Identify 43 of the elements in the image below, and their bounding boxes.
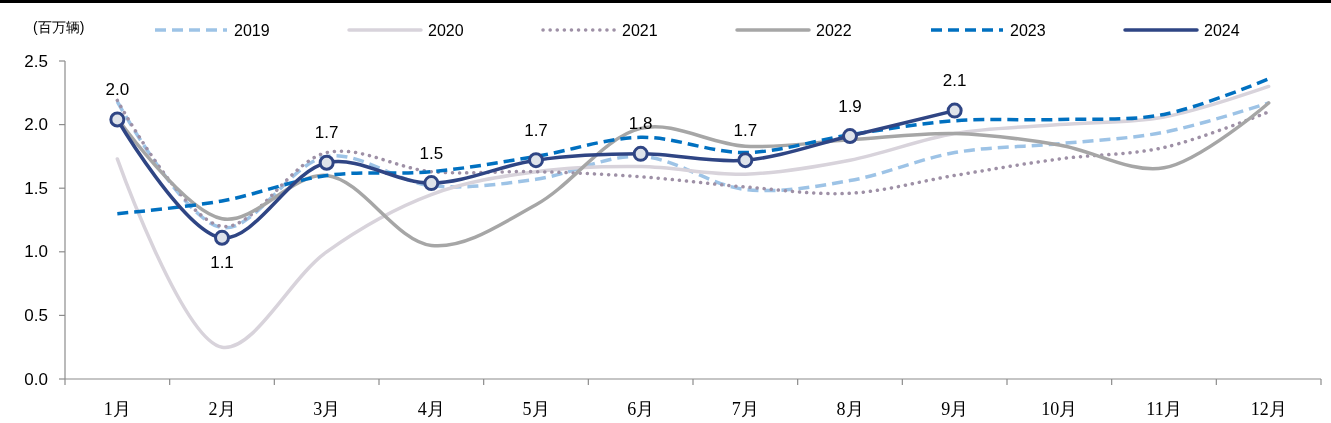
point [214, 229, 230, 246]
legend-label: 2022 [816, 21, 852, 39]
legend-label: 2021 [622, 21, 658, 39]
point [946, 102, 963, 119]
point [109, 111, 126, 128]
data-label: 1.9 [838, 96, 862, 116]
point [842, 128, 858, 145]
point [632, 145, 649, 162]
x-tick-label: 5月 [522, 399, 550, 419]
point [528, 152, 544, 169]
legend-label: 2023 [1010, 21, 1046, 39]
x-tick-label: 7月 [731, 399, 759, 419]
x-tick-label: 10月 [1041, 399, 1078, 419]
x-tick-label: 6月 [627, 399, 655, 419]
data-label: 2.0 [105, 80, 130, 100]
x-tick-label: 3月 [313, 399, 341, 419]
data-label: 1.1 [210, 253, 234, 273]
legend-label: 2020 [428, 21, 464, 39]
x-tick-label: 1月 [103, 399, 131, 419]
data-label: 1.7 [733, 120, 758, 140]
y-tick-label: 1.5 [24, 178, 48, 198]
data-label: 2.1 [942, 71, 967, 91]
x-tick-label: 2月 [208, 399, 236, 419]
x-tick-label: 8月 [836, 399, 864, 419]
y-tick-label: 2.0 [24, 115, 48, 135]
data-label: 1.7 [524, 120, 548, 140]
legend-label: 2024 [1204, 21, 1240, 39]
point [318, 154, 335, 171]
data-label: 1.5 [419, 143, 444, 163]
y-tick-label: 0.5 [24, 305, 48, 325]
point [737, 152, 754, 169]
y-axis-title: (百万辆) [33, 19, 85, 35]
y-tick-label: 2.5 [24, 51, 48, 71]
x-tick-label: 12月 [1250, 399, 1287, 419]
point [423, 175, 440, 192]
x-tick-label: 4月 [417, 399, 445, 419]
x-tick-label: 9月 [941, 399, 969, 419]
y-tick-label: 1.0 [24, 242, 48, 262]
data-label: 1.7 [314, 123, 339, 143]
legend-label: 2019 [234, 21, 270, 39]
y-tick-label: 0.0 [24, 369, 48, 389]
x-tick-label: 11月 [1146, 399, 1182, 419]
data-label: 1.8 [628, 114, 653, 134]
